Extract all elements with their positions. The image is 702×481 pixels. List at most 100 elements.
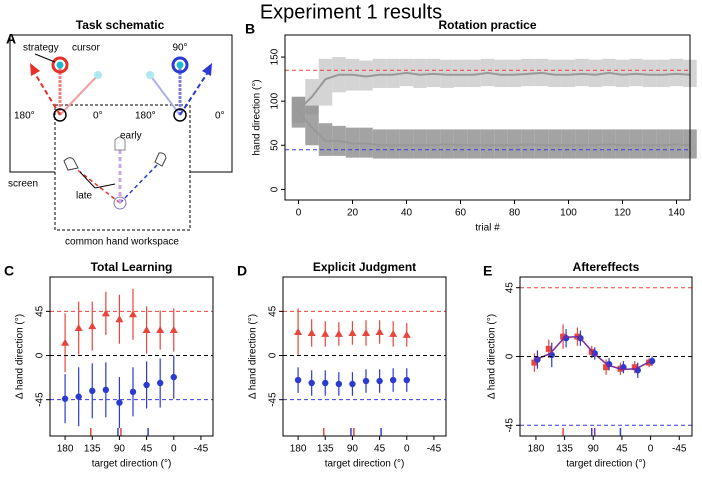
hand-icon [114,136,126,151]
panel-title: Total Learning [91,260,173,274]
point [334,329,343,337]
x-axis-label: trial # [475,223,500,234]
y-tick-label: 45 [505,282,516,294]
band [467,129,481,159]
home [173,108,187,122]
label: 180° [135,111,156,122]
mean-line [535,335,651,371]
band [413,58,427,88]
point [129,388,137,396]
point [531,359,538,366]
plot-frame [282,276,447,437]
point [389,329,398,337]
label: late [76,191,93,202]
x-tick-label: 60 [455,208,467,219]
cursor-dot [176,61,184,69]
y-axis-label: Δ hand direction (°) [248,314,259,399]
x-tick-label: 0 [404,444,410,455]
schematic: Task schematic A strategy cursor 180° 0°… [6,18,233,248]
point [402,330,411,338]
band [467,59,481,88]
panel-label: D [237,263,247,279]
band [575,129,589,159]
point [294,376,302,384]
x-tick-label: 135 [317,444,334,455]
band [642,59,657,88]
x-tick-label: 45 [616,444,628,455]
schematic-title: Task schematic [76,18,165,32]
band [629,129,643,159]
band [548,129,562,159]
point [61,395,69,402]
point [648,357,656,365]
band [588,59,603,88]
leader [94,183,116,189]
y-tick-label: -45 [268,392,279,407]
y-axis-label: Δ hand direction (°) [15,314,26,399]
x-tick-label: 180 [57,444,74,455]
leader [34,53,56,63]
band [656,59,670,88]
x-tick-label: 80 [509,208,521,219]
x-tick-label: 90 [588,444,600,455]
arrow-head [202,63,212,76]
x-tick-label: 45 [141,444,153,455]
band [642,129,657,159]
point [294,327,303,335]
point [335,380,343,388]
point [560,333,567,340]
point [116,399,123,406]
x-axis-label: target direction (°) [566,459,646,470]
label: screen [8,179,38,190]
x-tick-label: -45 [672,444,687,455]
x-tick-label: -45 [194,444,209,455]
panel-label: E [483,263,492,279]
y-tick-label: 0 [35,352,46,358]
hand-icon [63,157,79,171]
mean-line [297,111,691,147]
plot-frame [519,276,693,437]
band [507,129,522,159]
label: 0° [93,111,103,122]
home [53,108,67,122]
point [389,376,397,384]
plot-frame [49,276,214,437]
point [142,326,151,333]
band [318,58,333,106]
x-tick-label: 45 [374,444,386,455]
target [94,71,102,79]
band [453,129,468,159]
label: early [120,131,142,142]
x-tick-label: 0 [296,208,302,219]
y-tick-label: 50 [270,139,281,151]
late-red [74,167,121,204]
y-tick-label: 0 [270,186,281,192]
point [129,310,138,318]
y-tick-label: 45 [268,305,279,317]
point [631,364,638,371]
band [494,59,508,88]
band [453,59,468,88]
x-axis-label: target direction (°) [92,459,172,470]
label: 90° [172,43,187,54]
panel-label: A [6,31,16,47]
point [308,379,315,387]
band [548,59,562,88]
arrow-head [30,63,40,76]
y-tick-label: 45 [35,305,46,317]
label: common hand workspace [65,237,179,248]
x-tick-label: 40 [401,208,413,219]
strategy-target [51,56,69,74]
point [88,322,97,330]
point [74,324,83,332]
y-tick-label: 0 [268,352,279,358]
point [349,380,356,388]
band [561,59,576,88]
hand-path [179,71,209,116]
cursor-path [59,74,99,116]
x-tick-label: 20 [347,208,359,219]
x-tick-label: 180 [290,444,307,455]
band [413,129,427,159]
